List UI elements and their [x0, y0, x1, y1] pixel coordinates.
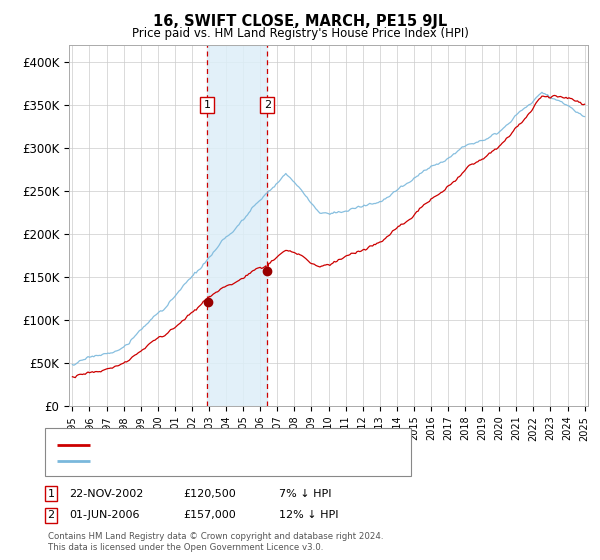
- Text: This data is licensed under the Open Government Licence v3.0.: This data is licensed under the Open Gov…: [48, 543, 323, 552]
- Text: 22-NOV-2002: 22-NOV-2002: [69, 489, 143, 499]
- Text: Price paid vs. HM Land Registry's House Price Index (HPI): Price paid vs. HM Land Registry's House …: [131, 27, 469, 40]
- Text: 2: 2: [264, 100, 271, 110]
- Text: £157,000: £157,000: [183, 510, 236, 520]
- Text: £120,500: £120,500: [183, 489, 236, 499]
- Text: 1: 1: [47, 489, 55, 499]
- Text: 12% ↓ HPI: 12% ↓ HPI: [279, 510, 338, 520]
- Text: 16, SWIFT CLOSE, MARCH, PE15 9JL: 16, SWIFT CLOSE, MARCH, PE15 9JL: [153, 14, 447, 29]
- Text: 01-JUN-2006: 01-JUN-2006: [69, 510, 139, 520]
- Text: 1: 1: [204, 100, 211, 110]
- Text: 16, SWIFT CLOSE, MARCH, PE15 9JL (detached house): 16, SWIFT CLOSE, MARCH, PE15 9JL (detach…: [99, 440, 379, 450]
- Text: HPI: Average price, detached house, Fenland: HPI: Average price, detached house, Fenl…: [99, 456, 333, 466]
- Text: 2: 2: [47, 510, 55, 520]
- Text: 7% ↓ HPI: 7% ↓ HPI: [279, 489, 331, 499]
- Bar: [207, 45, 268, 406]
- Text: Contains HM Land Registry data © Crown copyright and database right 2024.: Contains HM Land Registry data © Crown c…: [48, 532, 383, 541]
